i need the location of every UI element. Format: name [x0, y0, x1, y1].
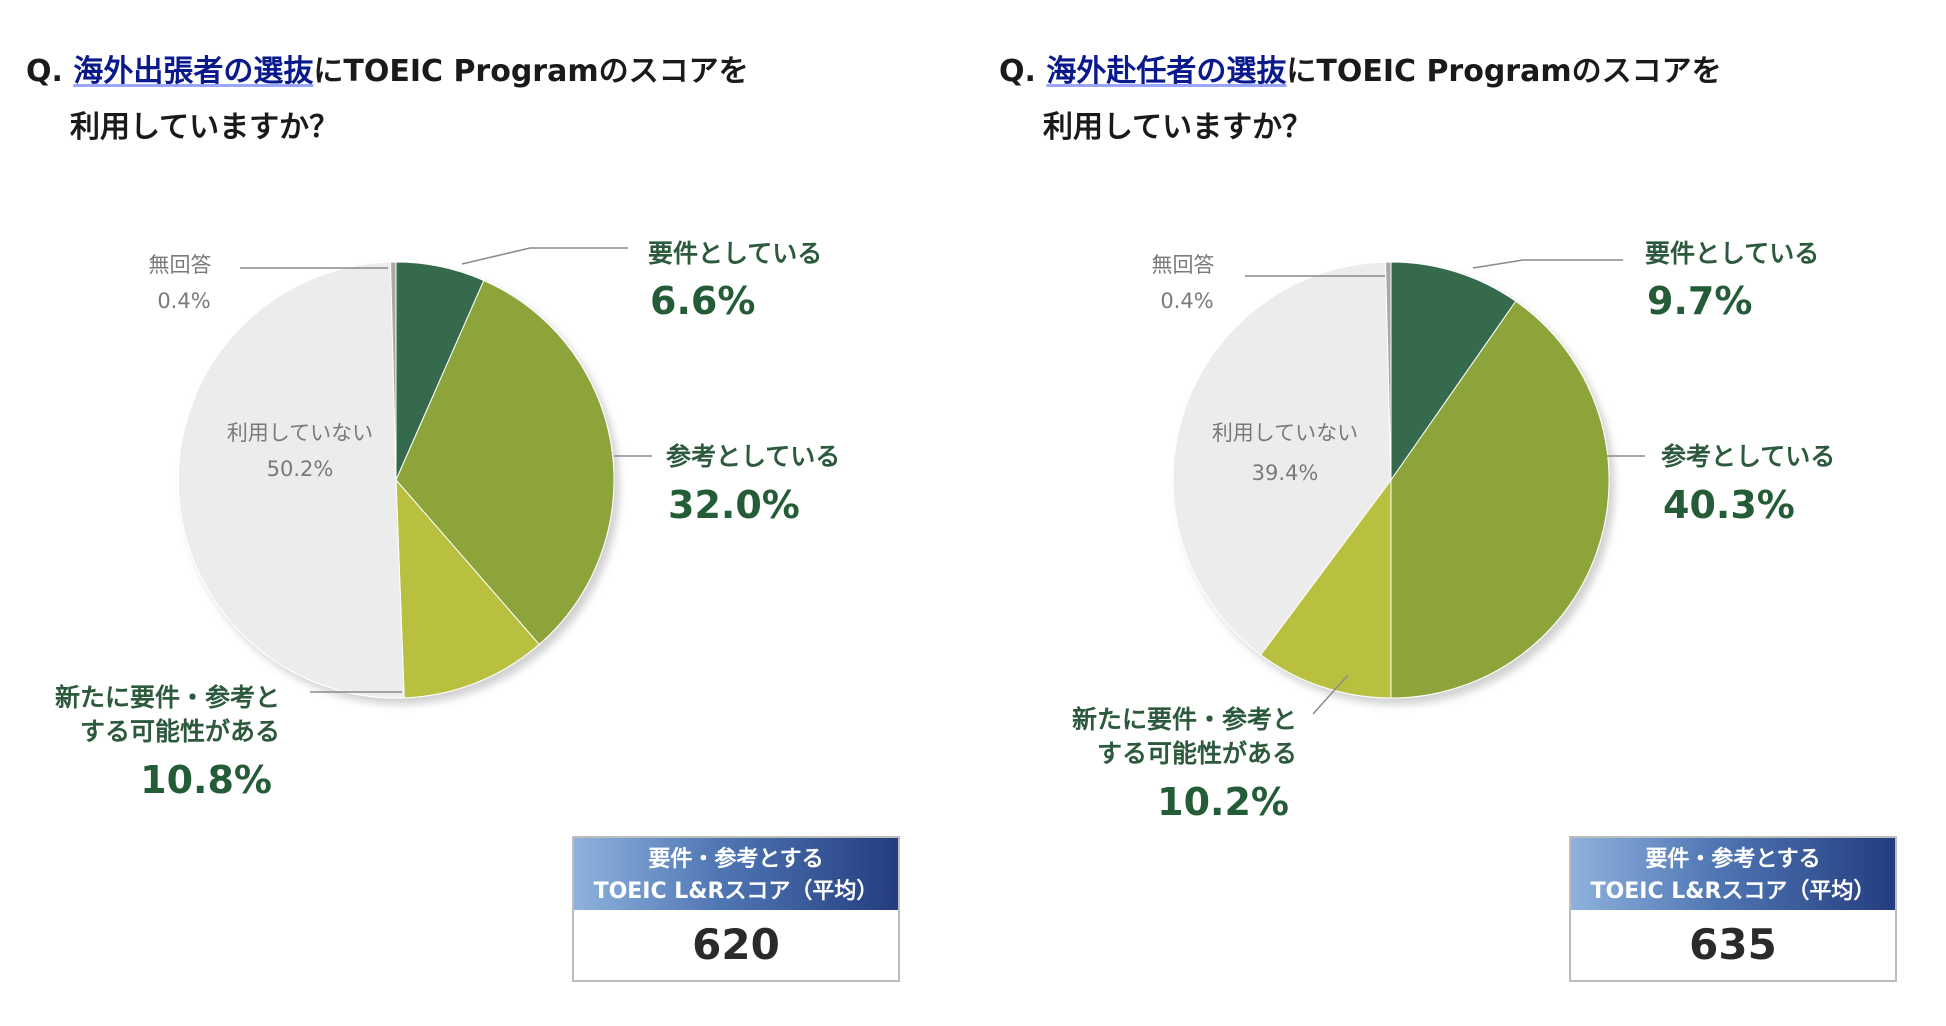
label-reference: 参考としている	[1661, 442, 1835, 471]
label-no-answer: 無回答	[1152, 253, 1215, 277]
slice-possible	[1259, 478, 1392, 699]
score-box-header: 要件・参考とする TOEIC L&Rスコア（平均）	[574, 838, 898, 910]
value-no-answer: 0.4%	[1160, 289, 1213, 313]
pie-group	[177, 261, 615, 699]
label-possible-line-1: 新たに要件・参考と	[55, 683, 280, 712]
value-no-answer: 0.4%	[157, 289, 210, 313]
label-not-using: 利用していない	[1212, 421, 1358, 445]
value-possible: 10.8%	[140, 758, 272, 802]
question-line-1: Q. 海外出張者の選抜にTOEIC Programのスコアを	[26, 44, 926, 100]
score-box-line-2: TOEIC L&Rスコア（平均）	[593, 879, 879, 904]
label-reference: 参考としている	[666, 442, 840, 471]
pie-chart-svg: 要件としている 9.7% 参考としている 40.3% 新たに要件・参考と する可…	[1072, 239, 1835, 824]
slice-reference	[1390, 300, 1610, 699]
question-line-2: 利用していますか？	[70, 110, 340, 145]
average-score-box: 要件・参考とする TOEIC L&Rスコア（平均） 635	[1569, 836, 1897, 982]
score-box-line-1: 要件・参考とする	[1645, 847, 1821, 872]
leader-line-requirement	[1472, 259, 1623, 269]
average-score-value: 620	[692, 920, 780, 969]
question-rest: にTOEIC Programのスコアを	[1286, 54, 1722, 89]
average-score-value: 635	[1689, 920, 1777, 969]
chart-panel-overseas-assignment: Q. 海外赴任者の選抜にTOEIC Programのスコアを 利用していますか？…	[973, 0, 1946, 1026]
question-highlight-link[interactable]: 海外赴任者の選抜	[1046, 54, 1287, 89]
question-title: Q. 海外赴任者の選抜にTOEIC Programのスコアを 利用していますか？	[999, 44, 1899, 156]
label-possible-line-2: する可能性がある	[1097, 739, 1297, 768]
question-line-1: Q. 海外赴任者の選抜にTOEIC Programのスコアを	[999, 44, 1899, 100]
leader-lines	[1245, 259, 1645, 715]
label-possible-line-1: 新たに要件・参考と	[1072, 705, 1297, 734]
slice-not-using	[177, 261, 405, 699]
label-requirement: 要件としている	[648, 239, 822, 268]
score-box-line-2: TOEIC L&Rスコア（平均）	[1590, 879, 1876, 904]
value-not-using: 39.4%	[1252, 461, 1319, 485]
value-reference: 32.0%	[668, 483, 800, 527]
pie-chart-svg: 要件としている 6.6% 参考としている 32.0% 新たに要件・参考と する可…	[55, 239, 840, 802]
label-no-answer: 無回答	[149, 253, 212, 277]
chart-panel-overseas-business-trip: Q. 海外出張者の選抜にTOEIC Programのスコアを 利用していますか？…	[26, 44, 926, 982]
average-score-box: 要件・参考とする TOEIC L&Rスコア（平均） 620	[572, 836, 900, 982]
value-requirement: 9.7%	[1647, 279, 1752, 323]
leader-line-requirement	[461, 247, 628, 265]
slice-no-answer	[390, 261, 397, 481]
label-possible-line-2: する可能性がある	[80, 717, 280, 746]
question-title: Q. 海外出張者の選抜にTOEIC Programのスコアを 利用していますか？	[26, 44, 926, 156]
question-rest: にTOEIC Programのスコアを	[313, 54, 749, 89]
label-requirement: 要件としている	[1645, 239, 1819, 268]
leader-line-possible	[1312, 674, 1349, 715]
score-box-line-1: 要件・参考とする	[648, 847, 824, 872]
question-line-2: 利用していますか？	[1043, 110, 1313, 145]
value-not-using: 50.2%	[267, 457, 334, 481]
score-box-header: 要件・参考とする TOEIC L&Rスコア（平均）	[1571, 838, 1895, 910]
slice-possible	[395, 478, 540, 699]
leader-lines	[240, 247, 652, 693]
slice-requirement	[1390, 261, 1517, 482]
value-possible: 10.2%	[1157, 780, 1289, 824]
question-highlight-link[interactable]: 海外出張者の選抜	[73, 54, 314, 89]
value-requirement: 6.6%	[650, 279, 755, 323]
label-not-using: 利用していない	[227, 421, 373, 445]
question-prefix: Q.	[26, 54, 63, 89]
slice-reference	[395, 279, 615, 646]
slice-no-answer	[1385, 261, 1392, 481]
value-reference: 40.3%	[1663, 483, 1795, 527]
question-prefix: Q.	[999, 54, 1036, 89]
pie-group	[1172, 261, 1610, 699]
